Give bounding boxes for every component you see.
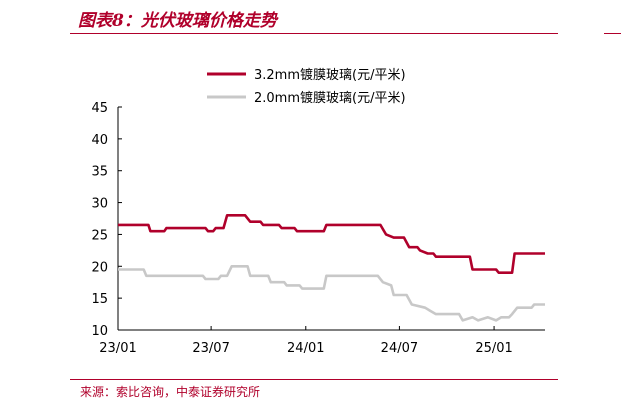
y-tick-label: 40 [91,133,108,148]
chart-legend: 3.2mm镀膜玻璃(元/平米) 2.0mm镀膜玻璃(元/平米) [207,67,406,106]
adjacent-panel-rule [604,33,621,34]
legend-label: 3.2mm镀膜玻璃(元/平米) [254,67,406,83]
chart-title: 图表8：光伏玻璃价格走势 [78,11,277,31]
source-rule [70,379,558,380]
x-tick-label: 23/07 [192,341,229,356]
y-tick-label: 45 [91,101,108,116]
chart-series [118,214,545,322]
y-tick-label: 35 [91,165,108,180]
y-tick-label: 20 [91,260,108,275]
title-rule [70,33,558,34]
series-line [118,214,545,274]
x-tick-label: 25/01 [475,341,512,356]
chart-axes: 10 15 20 25 30 35 40 45 23/01 23/07 24/01 24/07 25/0… [91,101,545,356]
source-note: 来源：索比咨询，中泰证券研究所 [80,385,261,399]
y-tick-label: 15 [91,292,108,307]
x-tick-label: 23/01 [99,341,136,356]
y-tick-label: 25 [91,228,108,243]
y-tick-label: 30 [91,197,108,212]
x-tick-label: 24/01 [287,341,324,356]
legend-label: 2.0mm镀膜玻璃(元/平米) [254,90,406,106]
y-tick-label: 10 [91,324,108,339]
x-tick-label: 24/07 [381,341,418,356]
series-line [118,265,545,322]
